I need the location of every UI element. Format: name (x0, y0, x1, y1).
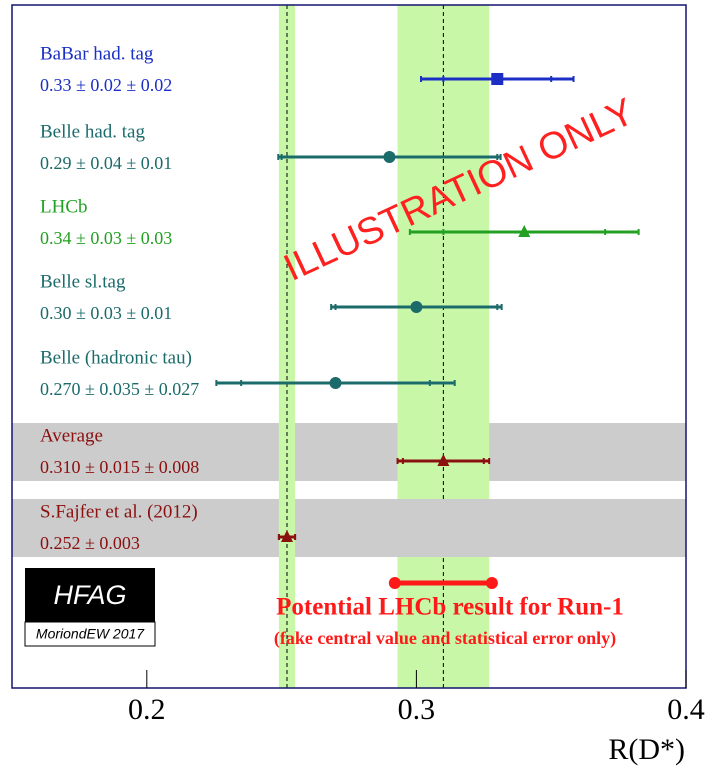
row-name: S.Fajfer et al. (2012) (40, 501, 198, 522)
row-value-label: 0.34 ± 0.03 ± 0.03 (40, 228, 172, 248)
point (491, 73, 504, 85)
point (518, 225, 531, 237)
logo: HFAG (54, 580, 127, 610)
row-name: Average (40, 425, 103, 446)
row-value-label: 0.30 ± 0.03 ± 0.01 (40, 303, 172, 323)
projection-subtitle: (fake central value and statistical erro… (274, 628, 616, 649)
projection-title: Potential LHCb result for Run-1 (276, 594, 624, 621)
row-band (12, 499, 686, 557)
point (280, 530, 293, 542)
projection-end (388, 577, 401, 589)
error-band (397, 5, 490, 688)
logo-sub-box (24, 621, 156, 647)
row-value-label: 0.270 ± 0.035 ± 0.027 (40, 379, 199, 399)
row-value-label: 0.29 ± 0.04 ± 0.01 (40, 153, 172, 173)
x-tick-label: 0.2 (128, 693, 166, 726)
point (410, 301, 423, 313)
row-name: LHCb (40, 196, 88, 217)
row-value-label: 0.252 ± 0.003 (40, 533, 140, 553)
point (383, 151, 396, 163)
row-name: BaBar had. tag (40, 43, 154, 64)
row-band (12, 423, 686, 481)
projection-end (485, 577, 498, 589)
row-name: Belle had. tag (40, 121, 145, 142)
x-tick-label: 0.4 (667, 693, 705, 726)
x-tick-label: 0.3 (398, 693, 436, 726)
frame (11, 4, 687, 689)
row-name: Belle sl.tag (40, 271, 126, 292)
x-axis-label: R(D*) (608, 733, 685, 766)
point (329, 377, 342, 389)
row-name: Belle (hadronic tau) (40, 347, 192, 368)
row-value-label: 0.310 ± 0.015 ± 0.008 (40, 457, 199, 477)
point (437, 454, 450, 466)
logo-sub: MoriondEW 2017 (36, 626, 145, 642)
backgrounds (12, 5, 686, 688)
error-band (278, 5, 296, 688)
row-value-label: 0.33 ± 0.02 ± 0.02 (40, 75, 172, 95)
logo-box (25, 568, 155, 622)
